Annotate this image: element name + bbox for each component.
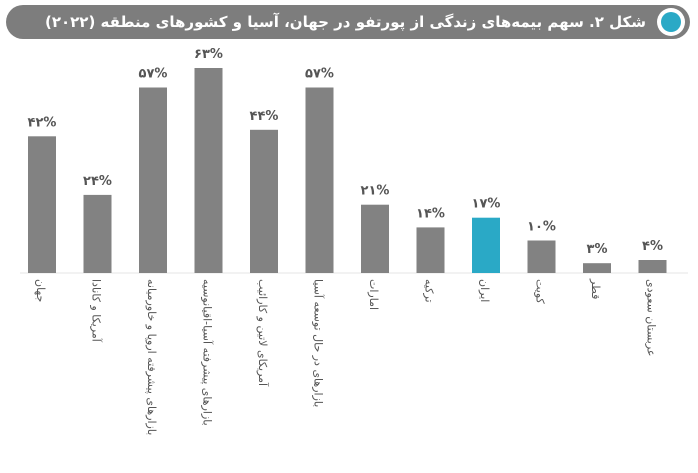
value-label: ۱۴%: [416, 206, 445, 221]
circle-icon: [657, 8, 685, 36]
category-label: قطر: [589, 278, 602, 299]
category-label: امارات: [367, 279, 380, 310]
bar: [416, 227, 445, 273]
value-label: ۴%: [642, 239, 663, 254]
chart-title: شکل ۲. سهم بیمه‌های زندگی از پورتفو در ج…: [44, 13, 646, 31]
category-label: ایران: [478, 279, 491, 302]
bar: [305, 87, 334, 273]
category-label: آمریکای لاتین و کارائیب: [256, 279, 270, 387]
bar: [139, 87, 167, 273]
value-label: ۲۱%: [361, 184, 390, 199]
category-label: آمریکا و کانادا: [90, 279, 104, 343]
category-label: بازارهای در حال توسعه آسیا: [312, 279, 326, 407]
category-label: بازارهای پیشرفته آسیا-اقیانوسیه: [201, 279, 215, 426]
value-label: ۵۷%: [139, 67, 168, 82]
value-label: ۶۳%: [194, 47, 223, 62]
bar: [83, 194, 112, 273]
bar: [472, 217, 500, 273]
category-label: بازارهای پیشرفته اروپا و خاورمیانه: [145, 279, 158, 435]
bar: [28, 136, 56, 273]
bar: [638, 260, 667, 273]
category-label: کویت: [534, 279, 547, 305]
value-label: ۳%: [587, 242, 608, 257]
value-label: ۴۲%: [28, 115, 57, 130]
bar: [583, 263, 611, 273]
value-label: ۴۴%: [250, 109, 279, 124]
bar: [194, 68, 223, 273]
category-label: جهان: [34, 279, 47, 302]
category-label: عربستان سعودی: [645, 279, 658, 356]
value-label: ۱۷%: [472, 197, 501, 212]
bar: [527, 240, 556, 273]
chart-title-bar: شکل ۲. سهم بیمه‌های زندگی از پورتفو در ج…: [6, 5, 690, 39]
bar: [361, 204, 389, 273]
value-label: ۲۴%: [83, 174, 112, 189]
value-label: ۱۰%: [527, 220, 556, 235]
value-label: ۵۷%: [305, 67, 334, 82]
bar: [250, 129, 278, 273]
category-label: ترکیه: [423, 279, 436, 303]
